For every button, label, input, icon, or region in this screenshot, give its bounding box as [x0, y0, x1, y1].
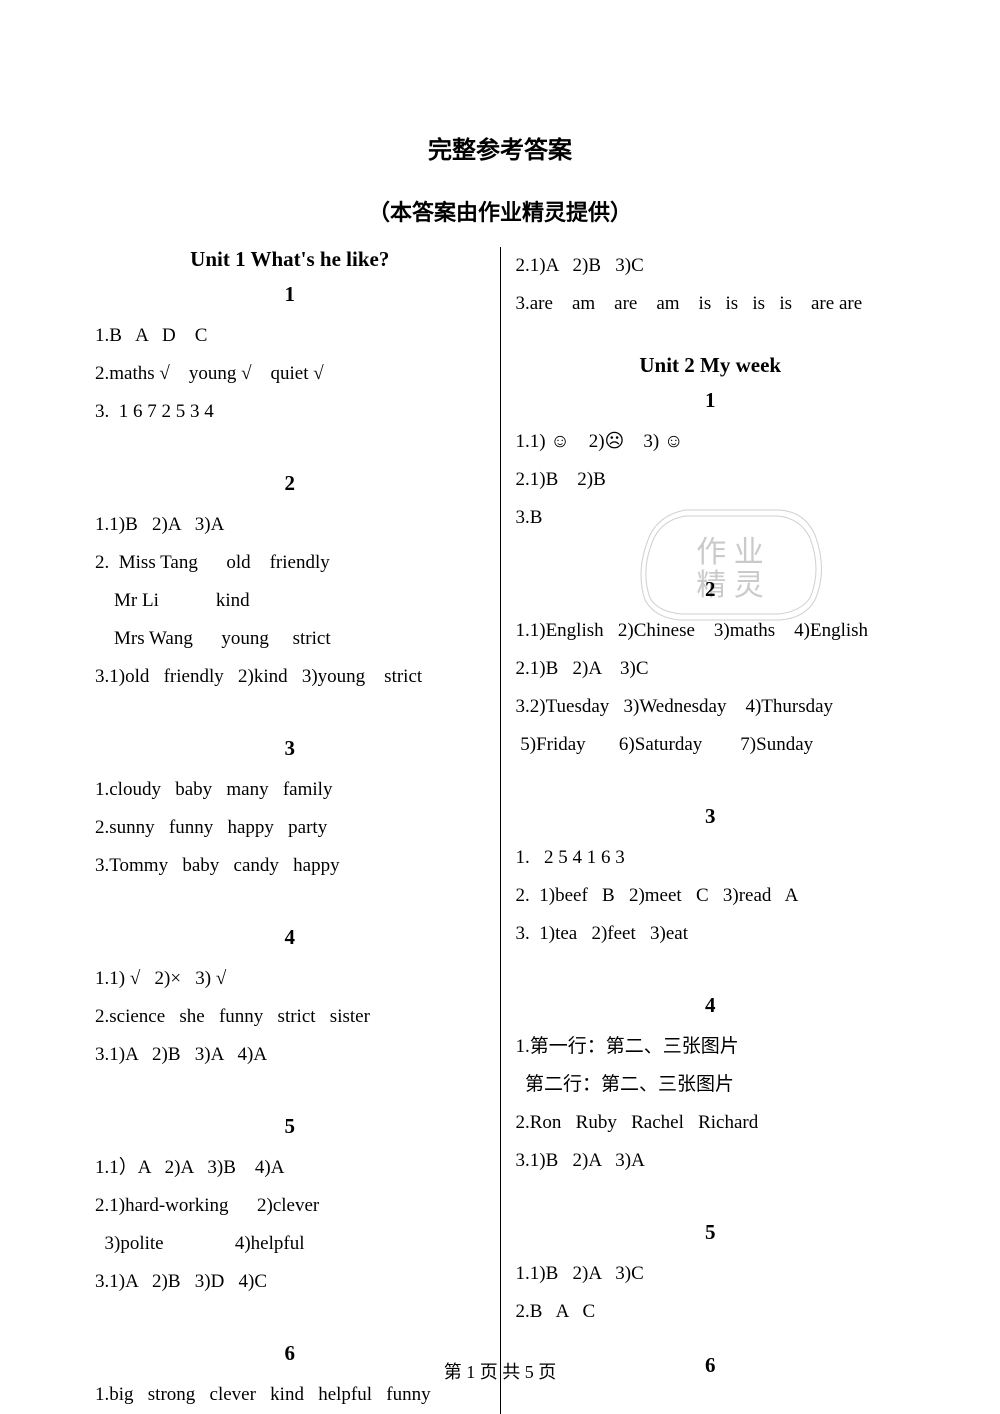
section-num-5: 5 — [95, 1114, 485, 1139]
answer-line: 3.1)old friendly 2)kind 3)young strict — [95, 658, 485, 696]
spacer — [516, 953, 906, 983]
answer-line: 3.2)Tuesday 3)Wednesday 4)Thursday — [516, 688, 906, 726]
section-num-2r: 2 — [516, 577, 906, 602]
answer-line: 2.1)A 2)B 3)C — [516, 247, 906, 285]
answer-line: 3.1)A 2)B 3)A 4)A — [95, 1036, 485, 1074]
answer-line: 3.Tommy baby candy happy — [95, 847, 485, 885]
columns-container: Unit 1 What's he like? 1 1.B A D C 2.mat… — [80, 247, 920, 1414]
main-title: 完整参考答案 — [80, 130, 920, 165]
answer-line: 1.1) ☺ 2)☹ 3) ☺ — [516, 423, 906, 461]
right-column: 2.1)A 2)B 3)C 3.are am are am is is is i… — [501, 247, 921, 1414]
answer-line: 3.1)A 2)B 3)D 4)C — [95, 1263, 485, 1301]
answer-line: 1.1)B 2)A 3)A — [95, 506, 485, 544]
spacer — [516, 764, 906, 794]
answer-line: 2.1)hard-working 2)clever — [95, 1187, 485, 1225]
answer-line: 2.maths √ young √ quiet √ — [95, 355, 485, 393]
section-num-1: 1 — [95, 282, 485, 307]
spacer — [516, 1331, 906, 1343]
spacer — [95, 431, 485, 461]
section-num-4: 4 — [95, 925, 485, 950]
subtitle: （本答案由作业精灵提供） — [80, 195, 920, 227]
answer-line: 3. 1 6 7 2 5 3 4 — [95, 393, 485, 431]
answer-line: 3.B — [516, 499, 906, 537]
answer-line: 2.sunny funny happy party — [95, 809, 485, 847]
answer-line: 1.1）A 2)A 3)B 4)A — [95, 1149, 485, 1187]
answer-line: 3.are am are am is is is is are are — [516, 285, 906, 323]
answer-line: 1.1)B 2)A 3)C — [516, 1255, 906, 1293]
section-num-5r: 5 — [516, 1220, 906, 1245]
page-footer: 第 1 页 共 5 页 — [0, 1358, 1000, 1384]
spacer — [516, 1180, 906, 1210]
left-column: Unit 1 What's he like? 1 1.B A D C 2.mat… — [80, 247, 501, 1414]
answer-line: Mrs Wang young strict — [95, 620, 485, 658]
answer-line: 1.1) √ 2)× 3) √ — [95, 960, 485, 998]
answer-line: 1.B A D C — [95, 317, 485, 355]
section-num-1r: 1 — [516, 388, 906, 413]
answer-line: 第二行：第二、三张图片 — [516, 1066, 906, 1104]
spacer — [516, 323, 906, 353]
unit1-title: Unit 1 What's he like? — [95, 247, 485, 272]
answer-line: 1. 2 5 4 1 6 3 — [516, 839, 906, 877]
answer-line: 1.cloudy baby many family — [95, 771, 485, 809]
unit2-title: Unit 2 My week — [516, 353, 906, 378]
spacer — [95, 1301, 485, 1331]
answer-line: 5)Friday 6)Saturday 7)Sunday — [516, 726, 906, 764]
answer-line: 2.1)B 2)B — [516, 461, 906, 499]
answer-line: 1.第一行：第二、三张图片 — [516, 1028, 906, 1066]
answer-line: 2.Ron Ruby Rachel Richard — [516, 1104, 906, 1142]
answer-line: 3)polite 4)helpful — [95, 1225, 485, 1263]
spacer — [95, 696, 485, 726]
answer-line: 2.1)B 2)A 3)C — [516, 650, 906, 688]
section-num-3: 3 — [95, 736, 485, 761]
spacer — [95, 1074, 485, 1104]
answer-line: 3. 1)tea 2)feet 3)eat — [516, 915, 906, 953]
answer-line: 2.B A C — [516, 1293, 906, 1331]
section-num-3r: 3 — [516, 804, 906, 829]
answer-line: 2. 1)beef B 2)meet C 3)read A — [516, 877, 906, 915]
answer-line: 3.1)B 2)A 3)A — [516, 1142, 906, 1180]
spacer — [95, 885, 485, 915]
answer-line: Mr Li kind — [95, 582, 485, 620]
answer-line: 2.science she funny strict sister — [95, 998, 485, 1036]
section-num-2: 2 — [95, 471, 485, 496]
spacer — [516, 537, 906, 567]
section-num-4r: 4 — [516, 993, 906, 1018]
answer-line: 2. Miss Tang old friendly — [95, 544, 485, 582]
answer-line: 1.1)English 2)Chinese 3)maths 4)English — [516, 612, 906, 650]
page-container: 完整参考答案 （本答案由作业精灵提供） Unit 1 What's he lik… — [0, 0, 1000, 1414]
